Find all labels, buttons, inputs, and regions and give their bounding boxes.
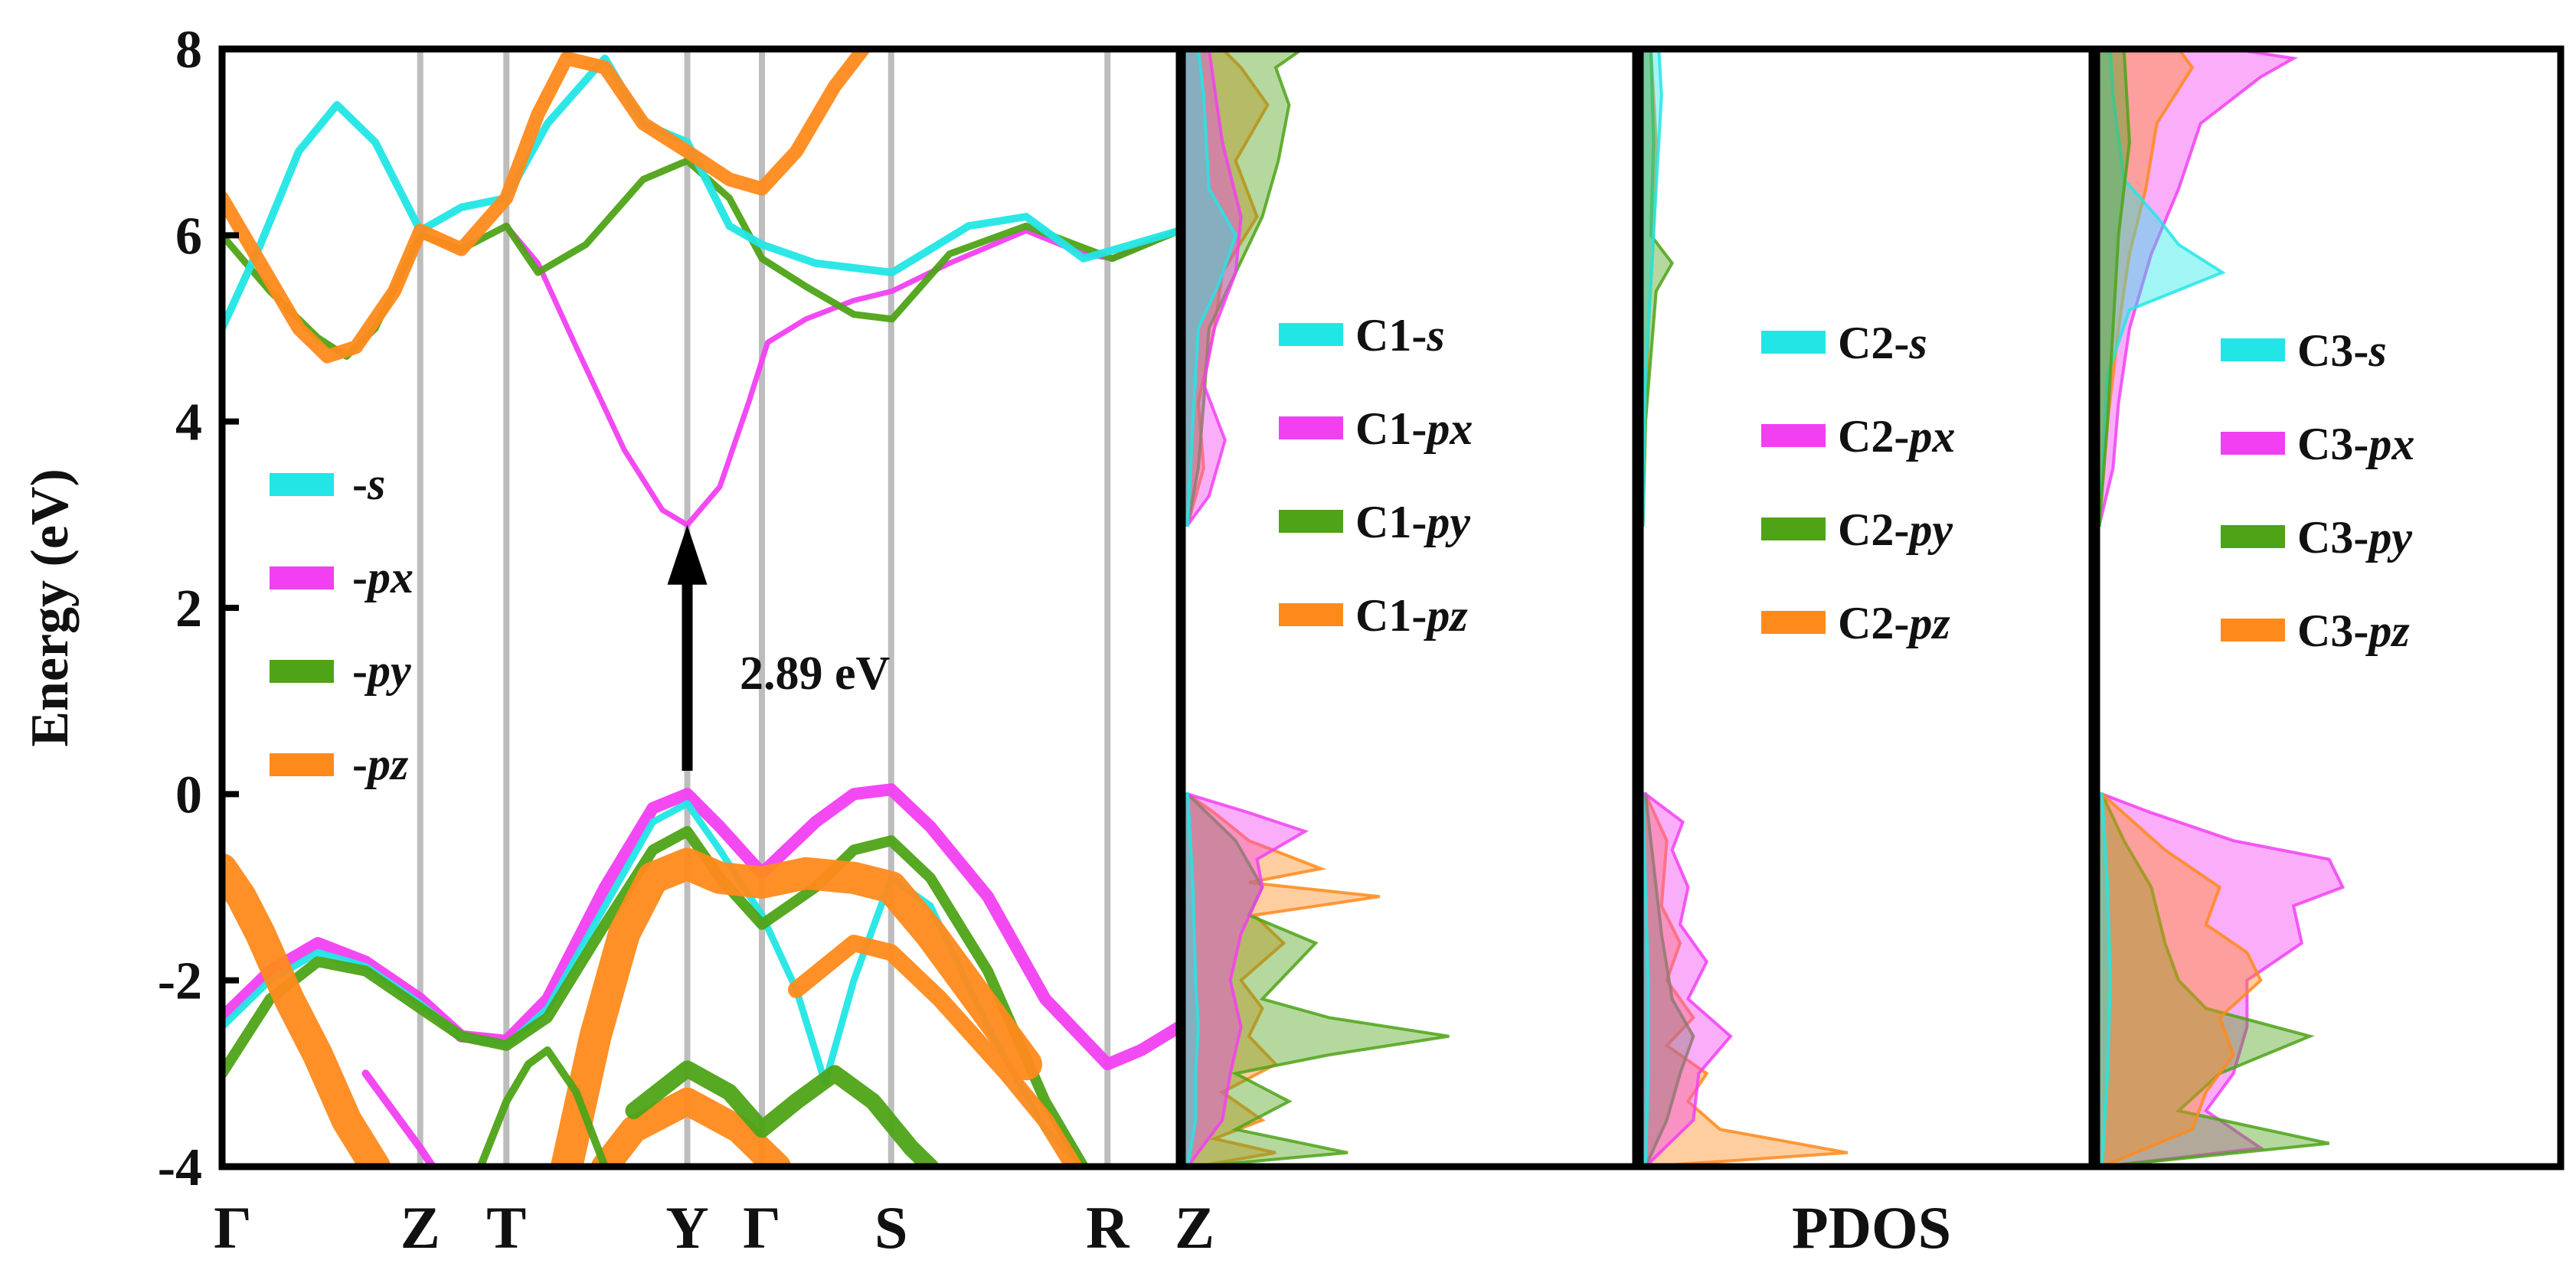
kpoint-label: R [1086,1194,1130,1261]
y-tick-label: 0 [175,766,202,824]
kpoint-label: Γ [214,1194,252,1261]
legend-label: C1-px [1355,403,1473,454]
legend-label: C1-pz [1355,590,1468,641]
legend-label: C1-py [1355,497,1470,547]
pdos-area-c1-px [1182,792,1309,1167]
legend-label: C3-px [2297,419,2414,469]
band-line-9 [591,1087,791,1167]
legend-swatch [2221,338,2285,361]
legend-swatch [270,566,334,589]
legend-swatch [1279,510,1343,533]
kpoint-label: S [874,1194,907,1261]
y-tick-label: 2 [175,579,202,638]
pdos-axis-label: PDOS [1792,1194,1951,1261]
pdos-c2-frame [1636,45,2096,1170]
pdos-c2-areas [1640,49,1849,1167]
legend-label: C2-px [1838,411,1955,462]
pdos-area-c3-py [2097,792,2330,1167]
y-tick-label: -2 [158,952,202,1011]
y-axis-ticks: 8 6 4 2 0 -2 -4 [158,21,239,1197]
pdos-c1-areas [1182,49,1450,1167]
legend-swatch [1279,603,1343,626]
pdos-area-c2-s-cond [1640,49,1663,527]
y-axis-title: Energy (eV) [21,468,80,747]
pdos-area-c1-s-cond [1182,49,1237,527]
legend-swatch [270,473,334,496]
band-line-7 [222,853,391,1167]
legend-swatch [1761,424,1826,447]
band-line-2 [222,54,1179,332]
pdos-c2-legend: C2-s C2-px C2-py C2-pz [1761,318,1955,648]
pdos-area-c3-px [2097,792,2346,1167]
band-line-4 [222,783,1179,1071]
pdos-panel-c2: C2-s C2-px C2-py C2-pz [1636,45,2096,1170]
legend-label: C3-pz [2297,606,2410,656]
pdos-area-c3-py-cond [2097,49,2131,527]
legend-label: C3-s [2297,325,2387,376]
kpoint-label: Z [1175,1194,1214,1261]
pdos-area-c1-pz-cond [1182,49,1270,527]
band-line-13 [476,1046,609,1167]
band-gap-arrow [667,524,708,771]
band-legend: -s -px -py -pz [270,459,414,789]
legend-label: C2-s [1838,318,1927,368]
legend-swatch [2221,525,2285,548]
legend-swatch [270,660,334,683]
pdos-c3-legend: C3-s C3-px C3-py C3-pz [2221,325,2414,656]
band-line-10 [625,1060,939,1167]
y-tick-label: -4 [158,1138,202,1197]
y-tick-label: 4 [175,393,202,452]
pdos-panel-c3: C3-s C3-px C3-py C3-pz [2093,45,2565,1170]
pdos-area-c1-py [1182,792,1450,1167]
pdos-area-c1-py-cond [1182,49,1306,527]
band-line-6 [222,826,1089,1167]
legend-label: C2-pz [1838,598,1950,648]
legend-label: -s [352,459,385,509]
band-line-8 [551,847,1042,1167]
band-gap-label: 2.89 eV [740,648,891,700]
legend-swatch [1761,611,1826,634]
pdos-area-c1-px-cond [1182,49,1243,527]
pdos-c1-frame [1178,45,1639,1170]
band-series-group [222,49,1179,1167]
band-line-12 [361,1069,436,1167]
pdos-area-c2-pz [1640,792,1849,1167]
legend-swatch [270,753,334,776]
pdos-area-c2-px [1640,792,1733,1167]
legend-swatch [1761,331,1826,354]
band-line-0 [503,223,1179,528]
band-line-3 [222,49,871,364]
legend-swatch [1761,517,1826,540]
pdos-c1-legend: C1-s C1-px C1-py C1-pz [1279,310,1473,641]
legend-swatch [2221,432,2285,455]
pdos-panel-c1: C1-s C1-px C1-py C1-pz [1178,45,1639,1170]
legend-label: -pz [352,739,409,789]
legend-label: C1-s [1355,310,1445,361]
pdos-c3-frame [2093,45,2565,1170]
pdos-area-c3-pz [2097,792,2263,1167]
kpoint-label: Γ [743,1194,781,1261]
legend-label: C3-py [2297,512,2412,563]
kpoint-label: Y [665,1194,708,1261]
legend-swatch [2221,619,2285,642]
legend-swatch [1279,323,1343,346]
legend-label: -py [352,645,411,696]
legend-swatch [1279,416,1343,439]
kpoint-label: Z [400,1194,440,1261]
band-line-11 [788,935,1083,1167]
band-panel-frame [218,45,1183,1170]
y-tick-label: 8 [175,21,202,80]
kpoint-label: T [486,1194,526,1261]
legend-label: C2-py [1838,504,1953,555]
pdos-area-c3-s-cond [2097,49,2226,527]
legend-label: -px [352,552,414,602]
pdos-area-c3-px-cond [2097,49,2299,527]
y-tick-label: 6 [175,207,202,266]
gap-arrow-head [667,524,708,585]
